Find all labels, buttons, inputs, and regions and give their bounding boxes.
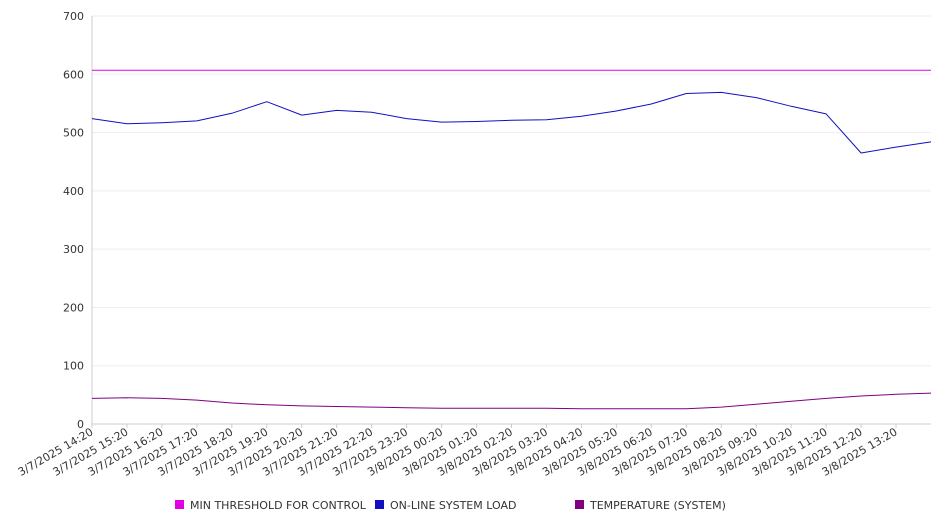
y-tick-labels: 0 100 200 300 400 500 600 700 bbox=[63, 10, 84, 431]
legend-label: TEMPERATURE (SYSTEM) bbox=[589, 499, 726, 512]
series-line-1 bbox=[91, 91, 932, 154]
y-tick-label: 100 bbox=[63, 360, 84, 373]
legend: MIN THRESHOLD FOR CONTROL ON-LINE SYSTEM … bbox=[175, 499, 726, 512]
legend-label: MIN THRESHOLD FOR CONTROL bbox=[190, 499, 367, 512]
x-tick-labels: 3/7/2025 14:203/7/2025 15:203/7/2025 16:… bbox=[16, 424, 900, 479]
legend-swatch bbox=[375, 500, 384, 509]
series-lines bbox=[91, 69, 932, 410]
legend-swatch bbox=[175, 500, 184, 509]
legend-label: ON-LINE SYSTEM LOAD bbox=[390, 499, 516, 512]
y-tick-label: 500 bbox=[63, 127, 84, 140]
y-tick-label: 600 bbox=[63, 68, 84, 81]
y-tick-label: 200 bbox=[63, 301, 84, 314]
series-line-2 bbox=[91, 392, 932, 410]
y-tick-label: 0 bbox=[77, 418, 84, 431]
y-tick-label: 400 bbox=[63, 185, 84, 198]
grid-lines bbox=[92, 15, 931, 367]
legend-swatch bbox=[575, 500, 584, 509]
y-tick-label: 300 bbox=[63, 243, 84, 256]
y-tick-label: 700 bbox=[63, 10, 84, 23]
axes bbox=[91, 16, 931, 425]
